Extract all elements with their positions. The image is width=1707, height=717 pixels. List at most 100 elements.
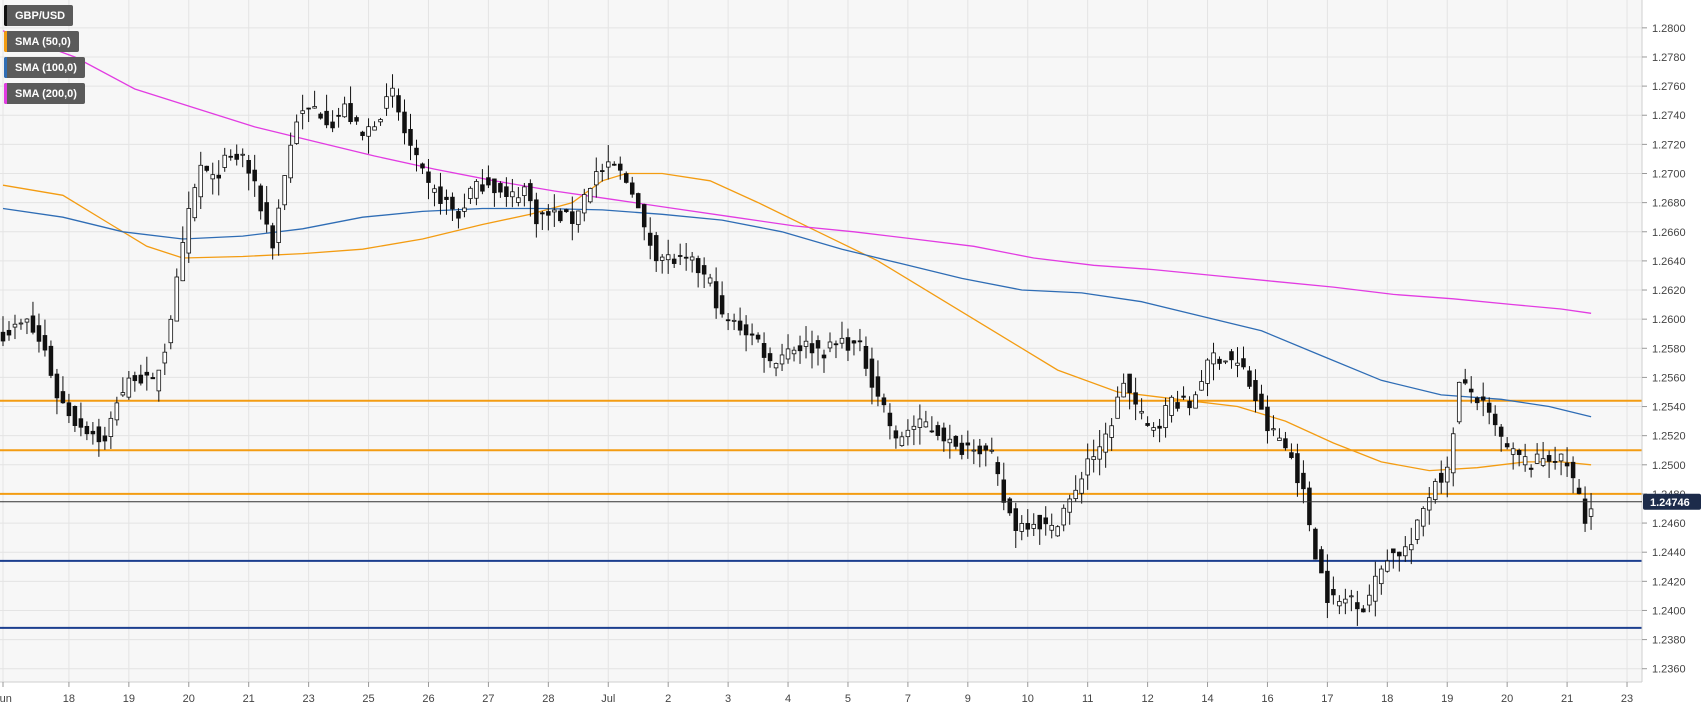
candle-body xyxy=(588,188,593,203)
candle-body xyxy=(18,322,24,325)
candle-body xyxy=(528,183,533,202)
candle-body xyxy=(1540,458,1546,466)
candle-body xyxy=(144,371,150,376)
candle-body xyxy=(372,126,377,131)
x-tick-label: 23 xyxy=(1621,693,1633,705)
candle-body xyxy=(96,426,102,443)
legend-item-sma-200[interactable]: SMA (200,0) xyxy=(4,83,85,104)
candle-body xyxy=(1181,395,1186,398)
y-tick-label: 1.2500 xyxy=(1652,460,1686,472)
candle-body xyxy=(84,425,90,435)
candle-body xyxy=(1085,458,1090,476)
candle-body xyxy=(1301,472,1306,490)
candle-body xyxy=(216,174,221,179)
candle-body xyxy=(150,377,156,380)
legend-swatch xyxy=(4,57,7,78)
candle-body xyxy=(647,232,653,246)
candle-body xyxy=(180,242,186,282)
candle-body xyxy=(540,212,545,215)
candle-body xyxy=(378,119,383,123)
candle-body xyxy=(869,358,875,388)
candle-body xyxy=(1091,456,1096,460)
candle-body xyxy=(174,276,180,322)
candle-body xyxy=(629,182,635,195)
candle-body xyxy=(1546,455,1552,462)
candle-body xyxy=(653,235,659,262)
candle-body xyxy=(414,147,419,156)
x-tick-label: 17 xyxy=(1321,693,1333,705)
x-tick-label: Jun xyxy=(0,693,12,705)
candle-body xyxy=(791,349,797,355)
candle-body xyxy=(1444,466,1450,483)
candle-body xyxy=(665,254,671,261)
candle-body xyxy=(1157,425,1162,429)
candle-body xyxy=(78,418,84,428)
candle-body xyxy=(839,337,845,344)
candle-body xyxy=(941,427,947,442)
candle-body xyxy=(234,153,239,160)
x-tick-label: 19 xyxy=(123,693,135,705)
candle-body xyxy=(546,211,551,216)
candle-body xyxy=(1570,461,1576,479)
legend-item-sma-100[interactable]: SMA (100,0) xyxy=(4,57,85,78)
candle-body xyxy=(797,345,803,352)
candle-body xyxy=(767,353,773,362)
x-tick-label: 12 xyxy=(1141,693,1153,705)
candle-body xyxy=(1079,478,1084,494)
candle-body xyxy=(1421,508,1426,527)
candle-body xyxy=(1025,523,1031,530)
candle-body xyxy=(306,107,311,110)
x-tick-label: 7 xyxy=(905,693,911,705)
candle-body xyxy=(1145,423,1150,426)
candle-body xyxy=(1307,487,1312,526)
candle-body xyxy=(318,113,323,119)
candle-body xyxy=(1001,479,1007,503)
candle-body xyxy=(779,354,785,365)
y-tick-label: 1.2580 xyxy=(1652,343,1686,355)
candle-body xyxy=(240,153,245,156)
candle-body xyxy=(1253,380,1258,402)
candle-body xyxy=(1259,393,1264,410)
candle-body xyxy=(204,165,210,171)
candle-body xyxy=(126,377,132,398)
candle-body xyxy=(252,169,257,182)
candle-body xyxy=(330,121,335,129)
candle-body xyxy=(1391,548,1396,554)
y-tick-label: 1.2620 xyxy=(1652,285,1686,297)
candle-body xyxy=(977,445,983,455)
legend-item-sma-50[interactable]: SMA (50,0) xyxy=(4,31,79,52)
candle-body xyxy=(695,258,701,274)
candle-body xyxy=(785,348,791,360)
candle-body xyxy=(701,265,707,275)
candle-body xyxy=(1103,433,1108,453)
candle-body xyxy=(809,343,815,354)
x-tick-label: 5 xyxy=(845,693,851,705)
candle-body xyxy=(246,160,251,174)
candle-body xyxy=(1121,382,1126,398)
horizontal-levels xyxy=(0,399,1642,629)
candle-body xyxy=(594,171,599,186)
candle-body xyxy=(1127,373,1132,394)
candle-body xyxy=(564,209,569,213)
candle-body xyxy=(953,435,959,447)
x-tick-label: 3 xyxy=(725,693,731,705)
candle-body xyxy=(390,87,395,97)
x-tick-label: 20 xyxy=(183,693,195,705)
candle-body xyxy=(713,281,719,309)
candle-body xyxy=(534,199,539,225)
candle-body xyxy=(635,193,641,209)
legend-item-gbpusd[interactable]: GBP/USD xyxy=(4,5,74,26)
y-tick-label: 1.2600 xyxy=(1652,314,1686,326)
candle-body xyxy=(1331,589,1336,596)
candle-body xyxy=(600,170,605,172)
candle-body xyxy=(1349,595,1354,598)
candle-body xyxy=(1139,410,1144,414)
candle-body xyxy=(725,319,731,322)
candle-body xyxy=(1576,487,1582,494)
candle-body xyxy=(1277,437,1282,441)
candle-body xyxy=(1235,362,1240,366)
candle-body xyxy=(1516,449,1522,455)
candle-body xyxy=(426,171,431,183)
candle-body xyxy=(761,343,767,358)
